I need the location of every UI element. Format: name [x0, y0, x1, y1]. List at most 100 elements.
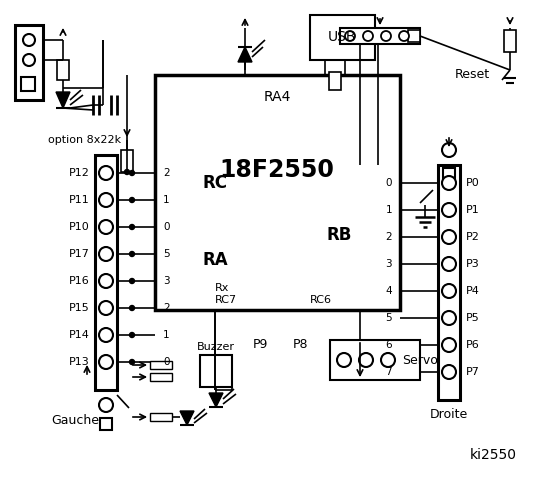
Bar [200, 355, 232, 387]
Text: RC7: RC7 [215, 295, 237, 305]
Text: 7: 7 [385, 367, 392, 377]
Bar [121, 150, 133, 172]
Circle shape [99, 247, 113, 261]
Circle shape [129, 278, 134, 284]
Text: RC: RC [203, 174, 228, 192]
Text: RA: RA [203, 251, 228, 269]
Text: Servo: Servo [402, 353, 438, 367]
Text: P6: P6 [466, 340, 480, 350]
Circle shape [381, 353, 395, 367]
Circle shape [129, 225, 134, 229]
Bar [150, 413, 172, 421]
Text: Rx: Rx [215, 283, 229, 293]
Text: P2: P2 [466, 232, 480, 242]
Text: P9: P9 [252, 338, 268, 351]
Bar [330, 340, 420, 380]
Text: P4: P4 [466, 286, 480, 296]
Circle shape [129, 360, 134, 364]
Text: P13: P13 [69, 357, 90, 367]
Text: RA4: RA4 [263, 90, 291, 104]
Text: 1: 1 [385, 205, 392, 215]
Circle shape [442, 143, 456, 157]
Bar [150, 373, 172, 381]
Text: P7: P7 [466, 367, 480, 377]
Text: P17: P17 [69, 249, 90, 259]
Bar [21, 77, 35, 91]
Text: Gauche: Gauche [51, 413, 99, 427]
Text: P5: P5 [466, 313, 480, 323]
Circle shape [23, 54, 35, 66]
Bar [408, 30, 420, 42]
Text: 0: 0 [163, 222, 170, 232]
Text: P3: P3 [466, 259, 480, 269]
Text: RC6: RC6 [310, 295, 332, 305]
Text: 18F2550: 18F2550 [220, 158, 335, 182]
Bar [443, 168, 455, 180]
Circle shape [129, 197, 134, 203]
Bar [57, 60, 69, 80]
Text: 3: 3 [385, 259, 392, 269]
Circle shape [359, 353, 373, 367]
Circle shape [337, 353, 351, 367]
Text: P1: P1 [466, 205, 480, 215]
Bar [329, 72, 341, 90]
Text: 5: 5 [385, 313, 392, 323]
Text: P15: P15 [69, 303, 90, 313]
Circle shape [99, 398, 113, 412]
Circle shape [99, 274, 113, 288]
Circle shape [381, 31, 391, 41]
Bar [95, 155, 117, 390]
Circle shape [442, 284, 456, 298]
Circle shape [442, 338, 456, 352]
Circle shape [124, 169, 129, 175]
Polygon shape [180, 411, 194, 425]
Circle shape [129, 170, 134, 176]
Circle shape [442, 365, 456, 379]
Bar [438, 165, 460, 400]
Bar [155, 75, 400, 310]
Text: 3: 3 [163, 276, 170, 286]
Circle shape [99, 328, 113, 342]
Bar [15, 25, 43, 100]
Text: RB: RB [327, 226, 352, 244]
Text: P10: P10 [69, 222, 90, 232]
Text: ki2550: ki2550 [470, 448, 517, 462]
Circle shape [129, 252, 134, 256]
Polygon shape [56, 92, 70, 108]
Polygon shape [209, 393, 223, 407]
Bar [504, 30, 516, 52]
Circle shape [23, 34, 35, 46]
Circle shape [363, 31, 373, 41]
Text: 6: 6 [385, 340, 392, 350]
Text: P0: P0 [466, 178, 480, 188]
Text: 0: 0 [163, 357, 170, 367]
Circle shape [399, 31, 409, 41]
Text: 5: 5 [163, 249, 170, 259]
Text: P8: P8 [292, 338, 308, 351]
Bar [310, 15, 375, 60]
Circle shape [99, 193, 113, 207]
Circle shape [129, 333, 134, 337]
Text: Droite: Droite [430, 408, 468, 421]
Circle shape [129, 305, 134, 311]
Text: P14: P14 [69, 330, 90, 340]
Text: 1: 1 [163, 195, 170, 205]
Circle shape [442, 311, 456, 325]
Bar [340, 28, 420, 44]
Text: P12: P12 [69, 168, 90, 178]
Circle shape [442, 257, 456, 271]
Circle shape [99, 166, 113, 180]
Text: 2: 2 [163, 168, 170, 178]
Text: 4: 4 [385, 286, 392, 296]
Text: 2: 2 [385, 232, 392, 242]
Circle shape [99, 301, 113, 315]
Polygon shape [238, 47, 252, 62]
Circle shape [99, 220, 113, 234]
Bar [100, 418, 112, 430]
Text: P16: P16 [69, 276, 90, 286]
Text: 1: 1 [163, 330, 170, 340]
Bar [150, 361, 172, 369]
Circle shape [442, 176, 456, 190]
Text: Buzzer: Buzzer [197, 342, 235, 352]
Text: USB: USB [328, 30, 356, 44]
